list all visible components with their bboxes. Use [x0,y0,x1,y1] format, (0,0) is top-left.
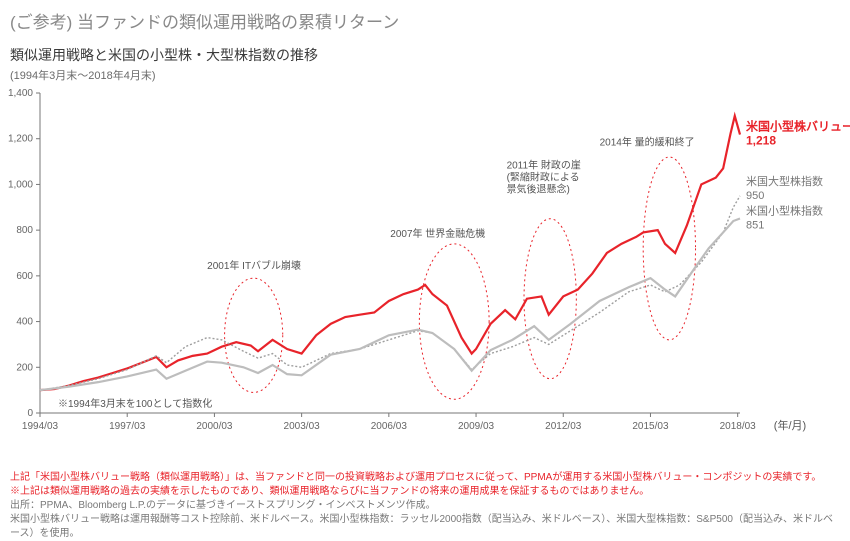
footnote-gray-1: 出所：PPMA、Bloomberg L.P.のデータに基づきイーストスプリング・… [10,499,840,513]
footnote-gray-2: 米国小型株バリュー戦略は運用報酬等コスト控除前、米ドルベース。米国小型株指数：ラ… [10,513,840,541]
svg-text:1994/03: 1994/03 [22,421,59,432]
footnote-red-1: 上記「米国小型株バリュー戦略（類似運用戦略）」は、当ファンドと同一の投資戦略およ… [10,471,840,485]
svg-text:(年/月): (年/月) [774,418,806,432]
chart-container: 0 200 400 600 800 1,000 1,200 1,400 1994/03 1997/… [0,83,850,463]
svg-text:1,218: 1,218 [746,134,776,148]
svg-text:※1994年3月末を100として指数化: ※1994年3月末を100として指数化 [58,397,212,410]
svg-text:2001年 ITバブル崩壊: 2001年 ITバブル崩壊 [207,259,301,272]
svg-text:2011年 財政の崖: 2011年 財政の崖 [507,158,581,171]
svg-text:米国大型株指数: 米国大型株指数 [746,174,823,188]
svg-text:2003/03: 2003/03 [284,421,321,432]
svg-text:800: 800 [16,225,33,236]
svg-text:0: 0 [27,408,33,419]
svg-text:景気後退懸念): 景気後退懸念) [507,182,570,195]
svg-text:2012/03: 2012/03 [545,421,582,432]
svg-text:米国小型株指数: 米国小型株指数 [746,203,823,217]
svg-text:米国小型株バリュー戦略: 米国小型株バリュー戦略 [746,119,850,134]
svg-text:851: 851 [746,219,764,231]
svg-text:2009/03: 2009/03 [458,421,495,432]
line-chart: 0 200 400 600 800 1,000 1,200 1,400 1994/03 1997/… [0,83,850,463]
svg-text:(緊縮財政による: (緊縮財政による [507,170,580,183]
svg-text:2018/03: 2018/03 [720,421,757,432]
svg-text:1,000: 1,000 [8,179,33,190]
svg-text:400: 400 [16,317,33,328]
svg-text:600: 600 [16,271,33,282]
svg-text:2000/03: 2000/03 [196,421,233,432]
chart-period: (1994年3月末～2018年4月末) [0,65,850,83]
svg-text:2014年 量的緩和終了: 2014年 量的緩和終了 [600,136,695,149]
footnote-red-2: ※上記は類似運用戦略の過去の実績を示したものであり、類似運用戦略ならびに当ファン… [10,485,840,499]
footnotes: 上記「米国小型株バリュー戦略（類似運用戦略）」は、当ファンドと同一の投資戦略およ… [0,463,850,541]
svg-text:2007年 世界金融危機: 2007年 世界金融危機 [390,227,485,240]
svg-text:1,200: 1,200 [8,134,33,145]
chart-subtitle: 類似運用戦略と米国の小型株・大型株指数の推移 [0,33,850,65]
page-title: (ご参考) 当ファンドの類似運用戦略の累積リターン [0,0,850,33]
svg-text:950: 950 [746,190,764,202]
svg-text:2006/03: 2006/03 [371,421,408,432]
svg-text:1997/03: 1997/03 [109,421,146,432]
svg-text:1,400: 1,400 [8,88,33,99]
svg-text:2015/03: 2015/03 [632,421,669,432]
svg-text:200: 200 [16,362,33,373]
